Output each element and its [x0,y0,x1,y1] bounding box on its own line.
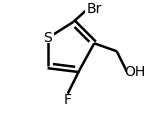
Bar [85,4,103,17]
Bar [62,95,73,103]
Text: Br: Br [87,2,102,16]
Text: OH: OH [124,65,145,79]
Bar [41,33,55,43]
Bar [126,66,143,78]
Text: S: S [43,31,52,45]
Text: F: F [64,93,72,107]
